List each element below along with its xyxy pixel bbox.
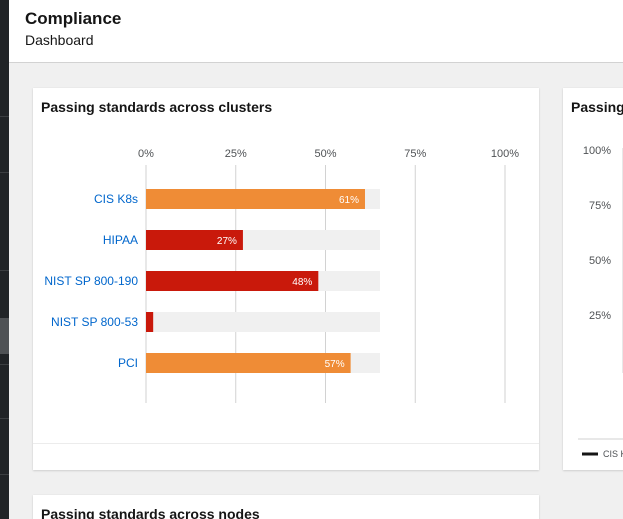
left-navigation [0, 0, 9, 519]
nav-divider [0, 270, 9, 271]
nav-divider [0, 172, 9, 173]
data-label: 27% [217, 236, 237, 247]
nav-divider [0, 474, 9, 475]
bar [146, 271, 319, 291]
nav-item-active[interactable] [0, 318, 9, 354]
y-tick-label: 75% [589, 200, 611, 212]
data-label: 61% [339, 195, 359, 206]
category-label: HIPAA [103, 233, 138, 247]
x-tick-label: 0% [138, 148, 154, 160]
category-label: PCI [118, 356, 138, 370]
nav-divider [0, 116, 9, 117]
category-label: NIST SP 800-190 [44, 274, 138, 288]
bar [146, 230, 243, 250]
x-tick-label: 50% [314, 148, 336, 160]
card-footer-divider [33, 443, 539, 444]
data-label: 48% [292, 277, 312, 288]
nav-divider [0, 418, 9, 419]
y-tick-label: 50% [589, 255, 611, 267]
legend-label: CIS K [603, 449, 623, 459]
y-tick-label: 25% [589, 310, 611, 322]
nav-divider [0, 364, 9, 365]
nodes-card: Passing standards across nodes [33, 495, 539, 519]
y-tick-label: 100% [583, 145, 611, 157]
bar [146, 189, 365, 209]
second-line-chart: 100% 75% 50% 25% CIS K [578, 145, 623, 459]
category-label: NIST SP 800-53 [51, 315, 138, 329]
page-header: Compliance Dashboard [9, 0, 623, 63]
bar [146, 353, 351, 373]
second-card-title: Passing [571, 99, 623, 115]
x-tick-label: 100% [491, 148, 519, 160]
clusters-card-title: Passing standards across clusters [41, 99, 273, 115]
second-card: Passing 100% 75% 50% 25% CIS K [563, 88, 623, 470]
page-title: Compliance [25, 9, 122, 28]
page-subtitle: Dashboard [25, 32, 94, 48]
nodes-card-title: Passing standards across nodes [41, 506, 260, 519]
category-label: CIS K8s [94, 192, 138, 206]
bar [146, 312, 154, 332]
clusters-bar-chart: 0% 25% 50% 75% 100% CIS K8s 61% HIPAA 27% NIST SP… [44, 148, 519, 403]
x-tick-label: 25% [225, 148, 247, 160]
clusters-card: Passing standards across clusters 0% 25% 5… [33, 88, 539, 470]
x-tick-label: 75% [404, 148, 426, 160]
data-label: 57% [325, 359, 345, 370]
bar-track [146, 312, 380, 332]
